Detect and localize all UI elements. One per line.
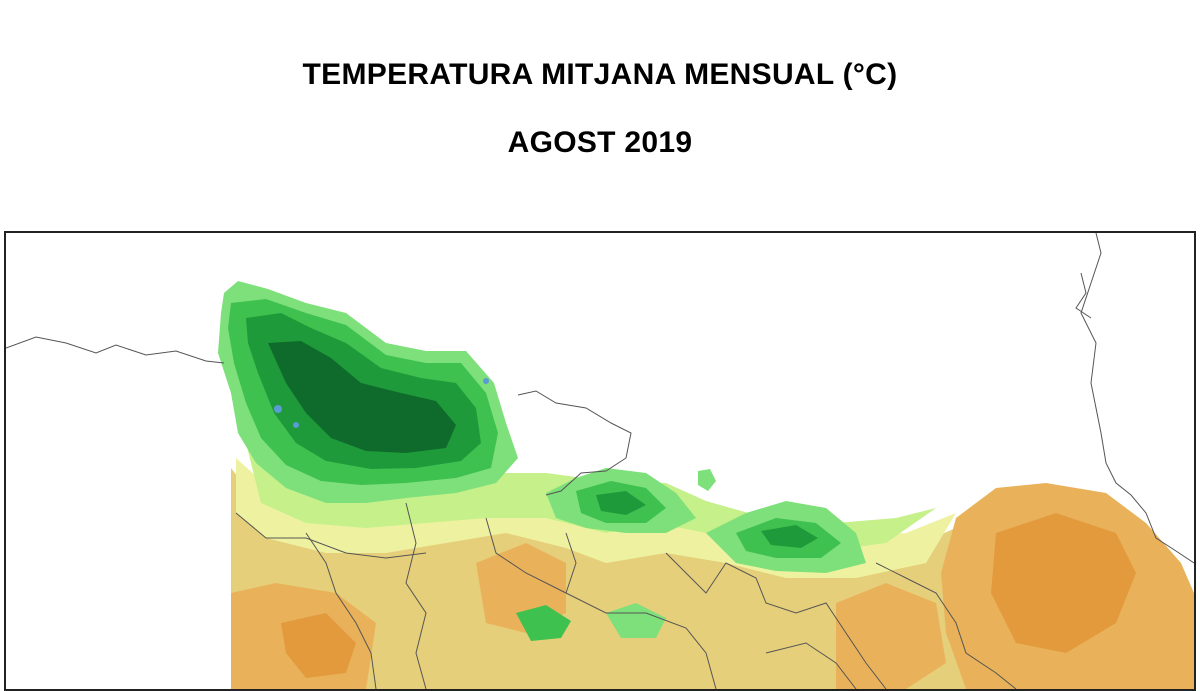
comarca-2 bbox=[405, 502, 427, 689]
temperature-map bbox=[6, 233, 1194, 689]
region-montseny-green bbox=[606, 603, 666, 638]
comarca-6 bbox=[875, 562, 1017, 689]
region-west-vhot bbox=[281, 613, 356, 678]
border-france bbox=[6, 336, 225, 364]
region-pyrenees-east-cold bbox=[761, 525, 818, 548]
region-small-patch bbox=[698, 469, 716, 491]
lake bbox=[483, 378, 489, 384]
comarca-3 bbox=[485, 517, 717, 689]
lake bbox=[274, 405, 282, 413]
border-roussillon bbox=[1075, 272, 1092, 319]
borders bbox=[6, 233, 1194, 689]
region-pyrenees-central-cold bbox=[596, 491, 646, 515]
lake bbox=[293, 422, 299, 428]
comarca-4 bbox=[565, 532, 577, 594]
map-frame bbox=[4, 231, 1196, 691]
comarca-1 bbox=[305, 532, 377, 689]
region-emporda-core bbox=[991, 513, 1136, 653]
comarca-7 bbox=[235, 512, 427, 559]
region-prepirineu-green bbox=[516, 605, 571, 641]
map-subtitle: AGOST 2019 bbox=[507, 126, 693, 159]
border-andorra bbox=[517, 390, 632, 496]
region-pyrenees-west-vcold bbox=[268, 341, 456, 453]
comarca-5 bbox=[665, 552, 887, 689]
region-se-hot bbox=[836, 583, 946, 689]
border-coast-north bbox=[1080, 233, 1194, 564]
map-title: TEMPERATURA MITJANA MENSUAL (°C) bbox=[302, 58, 898, 91]
